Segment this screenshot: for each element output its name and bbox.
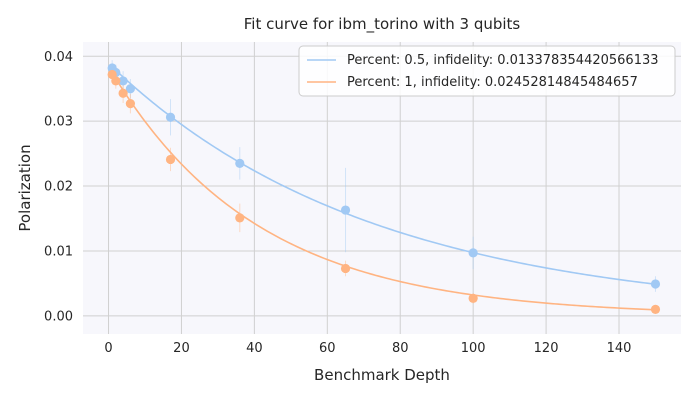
x-tick-label: 60 [319,341,336,356]
data-point-series-2 [118,88,128,98]
fit-curves [111,66,656,311]
x-tick-label: 40 [246,341,263,356]
data-point-series-2 [125,99,136,109]
x-tick-label: 20 [173,341,190,356]
y-tick-label: 0.03 [44,115,73,130]
chart-title: Fit curve for ibm_torino with 3 qubits [244,15,521,34]
y-tick-label: 0.02 [44,180,73,195]
x-tick-label: 100 [461,341,486,356]
x-tick-label: 0 [104,341,112,356]
data-point-series-2 [340,263,351,274]
data-point-series-1 [125,84,136,94]
x-tick-label: 120 [534,341,559,356]
data-point-series-1 [165,112,176,122]
data-point-series-1 [340,205,351,215]
x-tick-label: 140 [607,341,632,356]
legend-label-series-1: Percent: 0.5, infidelity: 0.013378354420… [347,53,659,68]
legend-box [298,45,676,97]
y-tick-label: 0.04 [44,50,73,65]
x-tick-label: 80 [392,341,409,356]
data-point-series-1 [118,76,128,86]
data-point-series-1 [468,248,478,258]
legend: Percent: 0.5, infidelity: 0.013378354420… [298,45,676,97]
data-points [107,63,661,314]
y-axis-title: Polarization [16,144,34,231]
fit-curve-series-1 [111,66,656,286]
y-tick-label: 0.01 [44,244,73,259]
data-point-series-1 [235,158,245,168]
legend-label-series-2: Percent: 1, infidelity: 0.02452814845484… [347,75,638,90]
data-point-series-2 [111,76,121,86]
fit-curve-series-2 [111,72,656,311]
data-point-series-2 [235,213,245,223]
x-axis-title: Benchmark Depth [314,366,450,384]
tick-labels: 0 20 40 60 80 100 120 140 0.00 0.01 0.02 0.03 0.04 [44,50,631,356]
y-tick-label: 0.00 [44,309,73,324]
data-point-series-2 [165,154,176,165]
data-point-series-2 [650,304,661,314]
data-point-series-1 [650,279,661,289]
data-point-series-2 [468,293,478,303]
